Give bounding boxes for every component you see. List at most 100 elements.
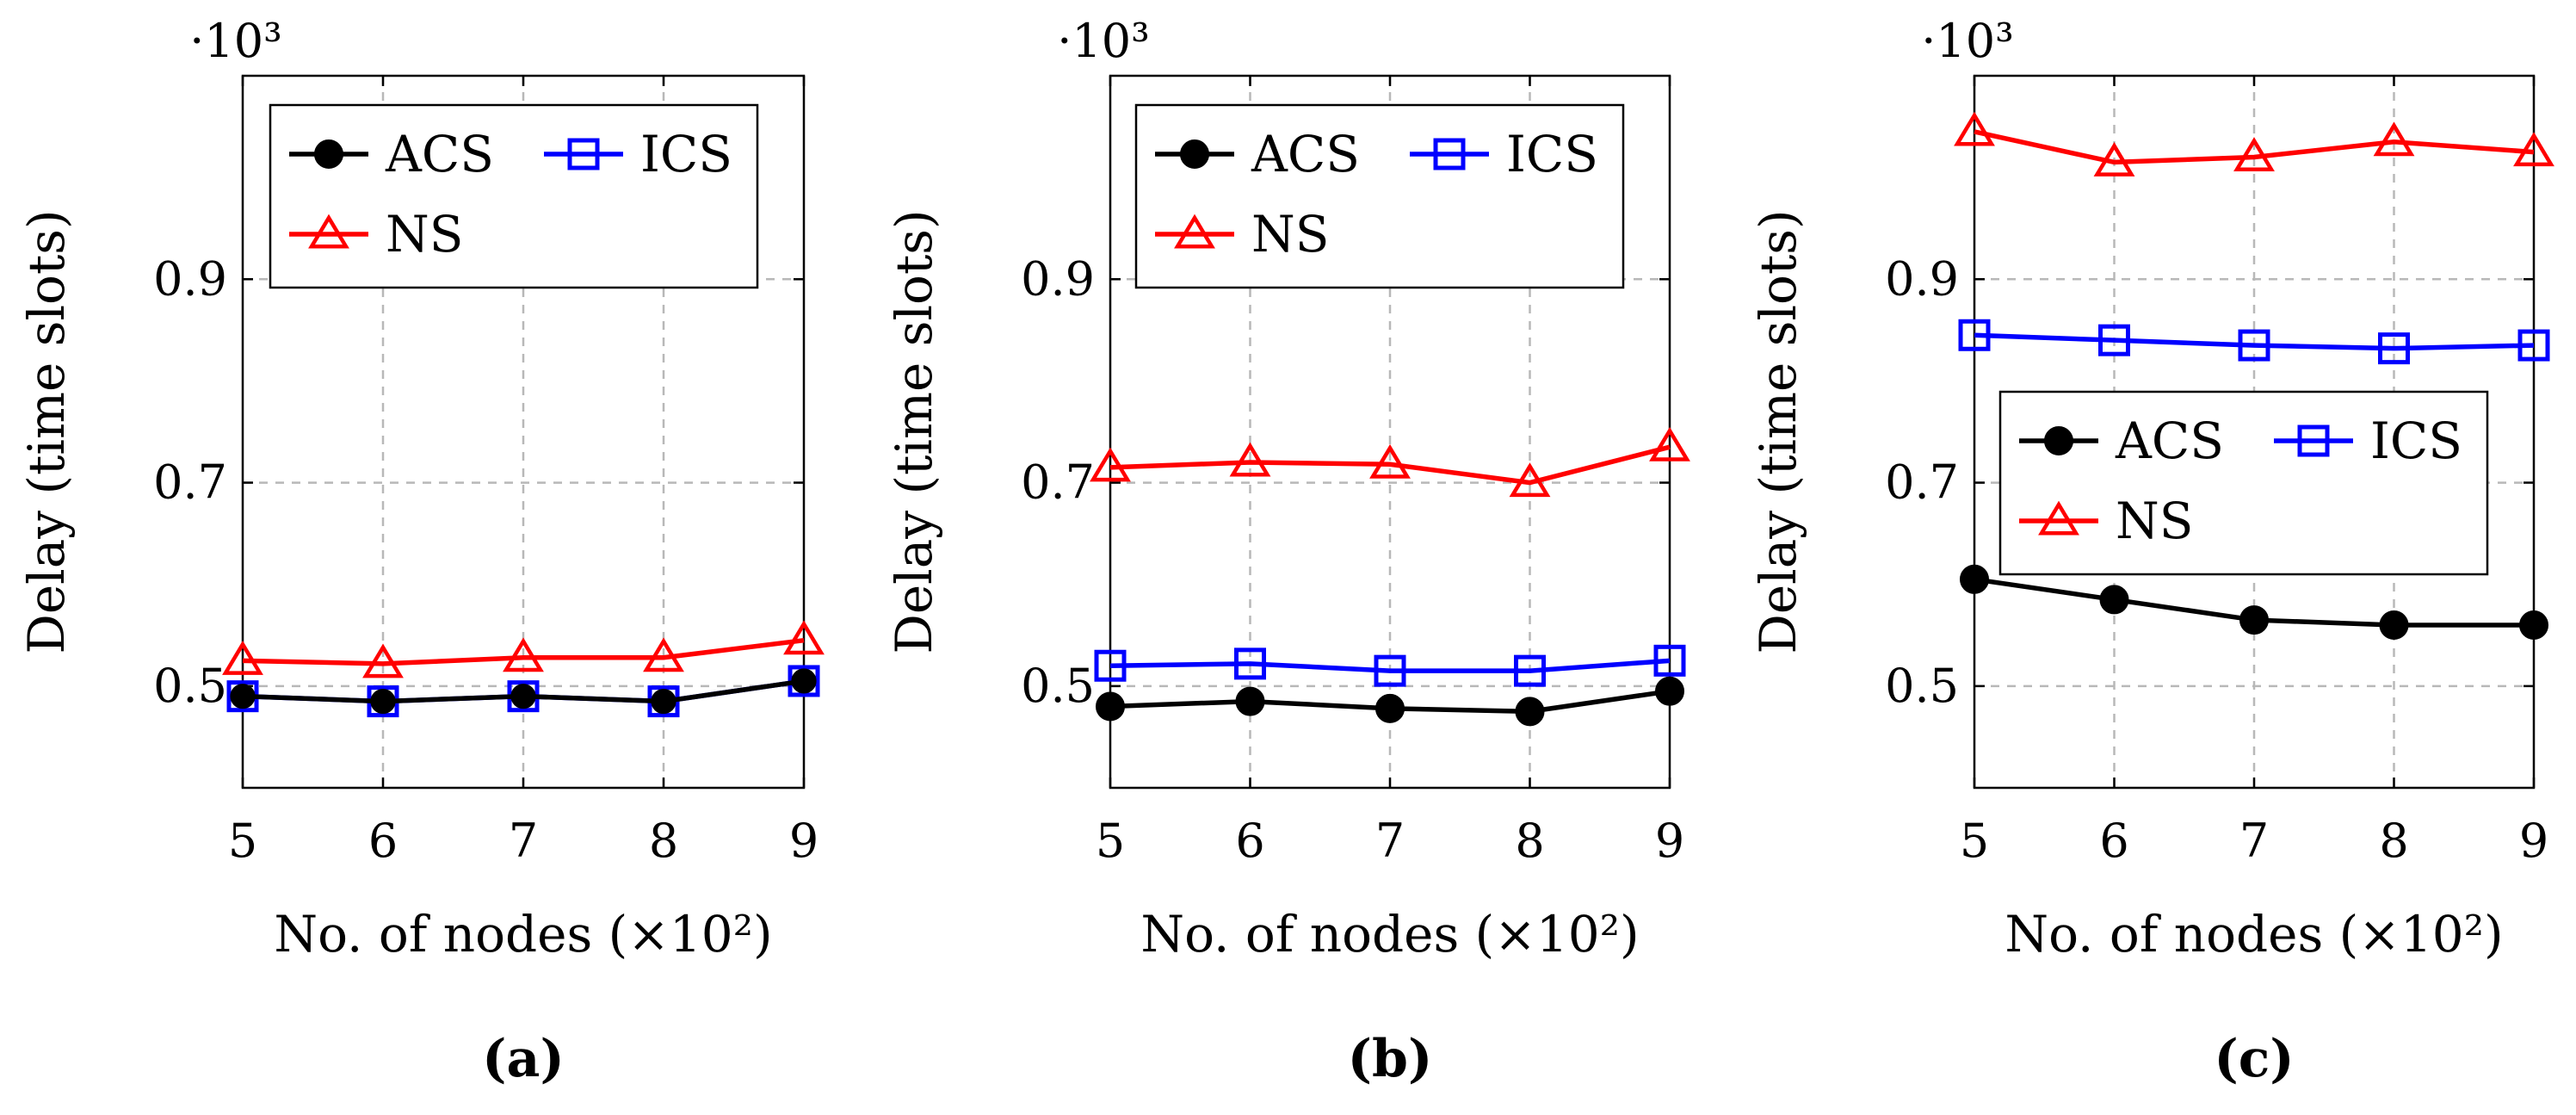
series-ns bbox=[1090, 426, 1690, 498]
x-axis-label: No. of nodes (×10²) bbox=[2005, 905, 2503, 963]
series-line-ics bbox=[1974, 332, 2535, 351]
y-tick-label: 0.5 bbox=[153, 659, 227, 713]
y-multiplier-label: ·10³ bbox=[189, 14, 282, 68]
chart-panel-1: 5 6 7 8 9 0.5 0.7 0.9 ·10³ No. of nodes (×10²) Del… bbox=[17, 14, 825, 1089]
y-tick-label: 0.7 bbox=[1021, 455, 1095, 510]
y-tick-label: 0.9 bbox=[1885, 251, 1959, 306]
data-point-acs bbox=[510, 684, 536, 709]
legend-label-ics: ICS bbox=[2370, 412, 2462, 470]
series-ics bbox=[1094, 644, 1686, 687]
data-point-ics bbox=[2238, 329, 2270, 362]
data-point-acs bbox=[1375, 693, 1405, 723]
series-ns bbox=[1954, 111, 2554, 177]
chart-panel-2: 5 6 7 8 9 0.5 0.7 0.9 ·10³ No. of nodes (×10²) Del… bbox=[885, 14, 1690, 1089]
y-tick-label: 0.5 bbox=[1885, 659, 1959, 713]
legend-marker-acs bbox=[1180, 139, 1209, 169]
legend: ACS ICS NS bbox=[1998, 390, 2489, 576]
y-tick-label: 0.9 bbox=[1021, 251, 1095, 306]
legend-marker-acs bbox=[2044, 426, 2073, 455]
legend-marker-ns bbox=[308, 214, 349, 249]
data-point-ns bbox=[1369, 443, 1411, 479]
series-acs bbox=[230, 668, 817, 715]
y-tick-label: 0.7 bbox=[1885, 455, 1959, 510]
legend-label-ns: NS bbox=[2116, 492, 2193, 550]
panel-label: (a) bbox=[482, 1029, 565, 1089]
legend-marker-acs bbox=[314, 139, 343, 169]
x-tick-label: 6 bbox=[1235, 814, 1264, 868]
legend-box bbox=[269, 103, 759, 289]
data-point-ics bbox=[1653, 644, 1686, 677]
data-point-acs bbox=[370, 688, 396, 715]
data-point-acs bbox=[1096, 691, 1125, 722]
series-ics bbox=[1958, 319, 2550, 365]
y-multiplier-label: ·10³ bbox=[1921, 14, 2014, 68]
legend: ACS ICS NS bbox=[269, 103, 759, 289]
legend-label-acs: ACS bbox=[1251, 125, 1360, 183]
x-tick-label: 9 bbox=[1655, 814, 1684, 868]
y-axis-label: Delay (time slots) bbox=[1749, 209, 1807, 654]
chart-panel-3: 5 6 7 8 9 0.5 0.7 0.9 ·10³ No. of nodes (×10²) Del… bbox=[1749, 14, 2554, 1089]
legend-marker-ics bbox=[567, 138, 600, 170]
data-point-acs bbox=[651, 688, 676, 715]
data-point-acs bbox=[2519, 610, 2548, 640]
x-tick-label: 6 bbox=[368, 814, 398, 868]
data-point-ns bbox=[503, 637, 544, 672]
data-point-ns bbox=[2513, 132, 2554, 167]
data-point-ns bbox=[2233, 137, 2275, 172]
x-tick-label: 9 bbox=[789, 814, 819, 868]
legend-marker-ns bbox=[2038, 500, 2079, 536]
data-point-ics bbox=[2378, 332, 2410, 365]
data-point-acs bbox=[2379, 610, 2409, 640]
y-tick-label: 0.5 bbox=[1021, 659, 1095, 713]
x-tick-label: 5 bbox=[1096, 814, 1125, 868]
legend-label-ics: ICS bbox=[1506, 125, 1598, 183]
x-tick-label: 7 bbox=[2239, 814, 2269, 868]
data-point-ics bbox=[1958, 319, 1991, 351]
data-point-ns bbox=[1649, 426, 1690, 461]
legend-label-acs: ACS bbox=[2115, 412, 2224, 470]
x-tick-label: 5 bbox=[228, 814, 257, 868]
data-point-ns bbox=[1229, 442, 1271, 477]
series-line-ns bbox=[1974, 129, 2535, 165]
data-point-acs bbox=[2099, 585, 2129, 615]
panel-label: (b) bbox=[1348, 1029, 1433, 1089]
series-line-ics bbox=[1109, 658, 1671, 673]
data-point-ns bbox=[222, 640, 263, 675]
x-tick-label: 9 bbox=[2519, 814, 2548, 868]
data-point-ns bbox=[362, 643, 404, 678]
series-line-ns bbox=[1109, 444, 1671, 486]
data-point-acs bbox=[2239, 605, 2269, 635]
data-point-ics bbox=[1094, 649, 1127, 682]
x-tick-label: 6 bbox=[2099, 814, 2128, 868]
x-tick-label: 8 bbox=[2379, 814, 2408, 868]
data-point-acs bbox=[230, 684, 256, 709]
data-point-ns bbox=[1954, 111, 1995, 146]
y-axis-label: Delay (time slots) bbox=[17, 209, 76, 654]
x-tick-label: 8 bbox=[649, 814, 678, 868]
data-point-ns bbox=[783, 620, 825, 655]
x-tick-label: 5 bbox=[1960, 814, 1989, 868]
x-tick-label: 7 bbox=[1375, 814, 1405, 868]
series-acs bbox=[1960, 564, 2548, 640]
data-point-ics bbox=[1374, 654, 1406, 687]
x-axis-label: No. of nodes (×10²) bbox=[1140, 905, 1639, 963]
data-point-ns bbox=[1509, 462, 1551, 498]
legend-box bbox=[1998, 390, 2489, 576]
legend: ACS ICS NS bbox=[1134, 103, 1625, 289]
series-line-ns bbox=[242, 637, 805, 666]
legend-label-acs: ACS bbox=[385, 125, 494, 183]
x-tick-label: 7 bbox=[509, 814, 538, 868]
y-axis-label: Delay (time slots) bbox=[885, 209, 943, 654]
data-point-ics bbox=[2517, 329, 2550, 362]
y-tick-label: 0.7 bbox=[153, 455, 227, 510]
panel-label: (c) bbox=[2214, 1029, 2294, 1089]
data-point-ns bbox=[2373, 121, 2415, 157]
x-axis-label: No. of nodes (×10²) bbox=[274, 905, 772, 963]
data-point-acs bbox=[791, 668, 817, 694]
y-multiplier-label: ·10³ bbox=[1057, 14, 1150, 68]
x-tick-label: 8 bbox=[1515, 814, 1544, 868]
legend-marker-ics bbox=[1433, 138, 1466, 170]
legend-label-ns: NS bbox=[386, 205, 463, 263]
data-point-ics bbox=[2098, 324, 2130, 356]
